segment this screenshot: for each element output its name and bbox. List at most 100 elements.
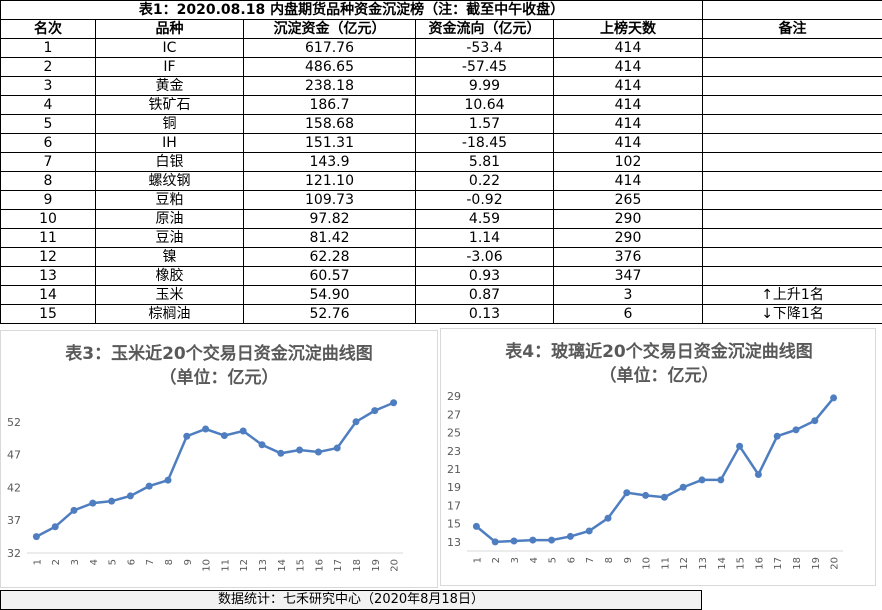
point [334, 445, 341, 452]
x-tick-label: 17 [773, 557, 784, 570]
table-cell: -57.45 [416, 58, 554, 77]
x-tick-label: 12 [679, 557, 690, 570]
table-cell: ↑上升1名 [703, 286, 882, 305]
table-cell: 62.28 [244, 248, 416, 267]
header-cell: 资金流向（亿元） [416, 20, 554, 39]
table-cell: 白银 [96, 153, 244, 172]
header-cell: 品种 [96, 20, 244, 39]
point [390, 399, 397, 406]
table-cell: 102 [554, 153, 703, 172]
table-cell: 黄金 [96, 77, 244, 96]
x-tick-label: 19 [811, 557, 822, 570]
table-cell: 290 [554, 210, 703, 229]
table-cell: 5.81 [416, 153, 554, 172]
point [127, 492, 134, 499]
y-tick-label: 32 [7, 547, 21, 560]
table-cell: 238.18 [244, 77, 416, 96]
x-tick-label: 18 [792, 557, 803, 570]
table-cell: 376 [554, 248, 703, 267]
point [71, 507, 78, 514]
table-cell: 10 [1, 210, 96, 229]
empty-cell [703, 39, 882, 58]
table-cell: 豆粕 [96, 191, 244, 210]
table-cell: 414 [554, 115, 703, 134]
x-tick-label: 3 [70, 559, 81, 565]
empty-cell [703, 58, 882, 77]
table-cell: 玉米 [96, 286, 244, 305]
x-tick-label: 11 [660, 557, 671, 570]
point [296, 447, 303, 454]
x-tick-label: 9 [183, 559, 194, 565]
x-tick-label: 2 [491, 557, 502, 563]
point [511, 537, 518, 544]
x-tick-label: 5 [548, 557, 559, 563]
point [89, 500, 96, 507]
table-cell: 6 [554, 305, 703, 324]
point [623, 489, 630, 496]
table-cell: ↓下降1名 [703, 305, 882, 324]
table-cell: 15 [1, 305, 96, 324]
table-cell: 109.73 [244, 191, 416, 210]
point [717, 476, 724, 483]
chart-title: 表3：玉米近20个交易日资金沉淀曲线图 [65, 343, 373, 364]
table-cell: 4.59 [416, 210, 554, 229]
table-cell: 97.82 [244, 210, 416, 229]
table-cell: 3 [554, 286, 703, 305]
point [605, 515, 612, 522]
point [183, 433, 190, 440]
x-tick-label: 4 [529, 557, 540, 563]
y-tick-label: 37 [7, 514, 21, 527]
table-cell: 414 [554, 96, 703, 115]
table-cell: 414 [554, 77, 703, 96]
y-tick-label: 13 [447, 536, 461, 549]
y-tick-label: 25 [447, 427, 461, 440]
table-cell: 棕榈油 [96, 305, 244, 324]
table-cell: 1.57 [416, 115, 554, 134]
empty-cell [703, 115, 882, 134]
table-cell: 1.14 [416, 229, 554, 248]
table-cell: 橡胶 [96, 267, 244, 286]
empty-cell [703, 248, 882, 267]
header-cell: 备注 [703, 20, 882, 39]
point [567, 533, 574, 540]
x-tick-label: 10 [202, 559, 213, 572]
point [277, 450, 284, 457]
x-tick-label: 13 [698, 557, 709, 570]
x-tick-label: 9 [623, 557, 634, 563]
x-tick-label: 4 [89, 559, 100, 565]
empty-cell [703, 267, 882, 286]
point [642, 492, 649, 499]
table-cell: 铁矿石 [96, 96, 244, 115]
empty-cell [703, 210, 882, 229]
point [811, 417, 818, 424]
y-tick-label: 19 [447, 481, 461, 494]
table-row: 表1：2020.08.18 内盘期货品种资金沉淀榜（注：截至中午收盘） [1, 1, 882, 20]
x-tick-label: 6 [126, 559, 137, 565]
point [548, 537, 555, 544]
x-tick-label: 16 [314, 559, 325, 572]
table-cell: 52.76 [244, 305, 416, 324]
x-tick-label: 20 [390, 559, 401, 572]
point [680, 484, 687, 491]
x-tick-label: 16 [754, 557, 765, 570]
chart-subtitle: （单位：亿元） [600, 365, 719, 386]
table-cell: 414 [554, 58, 703, 77]
point [165, 477, 172, 484]
table-cell: 0.22 [416, 172, 554, 191]
chart-subtitle: （单位：亿元） [160, 367, 279, 388]
x-tick-label: 17 [333, 559, 344, 572]
table-cell: 11 [1, 229, 96, 248]
table-cell: IH [96, 134, 244, 153]
header-cell: 沉淀资金（亿元） [244, 20, 416, 39]
ranking-table: 表1：2020.08.18 内盘期货品种资金沉淀榜（注：截至中午收盘）名次品种沉… [0, 0, 882, 324]
x-tick-label: 11 [220, 559, 231, 572]
point [661, 494, 668, 501]
